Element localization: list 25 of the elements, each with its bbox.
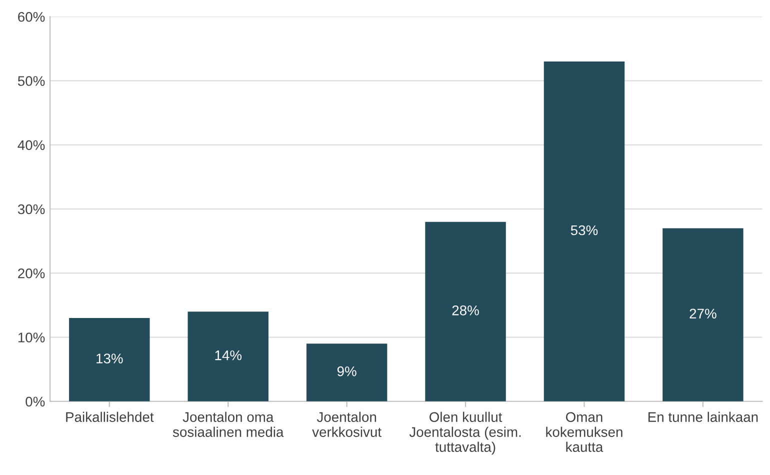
y-tick-label: 10% <box>18 332 45 342</box>
data-label: 27% <box>690 308 716 318</box>
y-tick-label: 40% <box>18 140 45 150</box>
y-tick-label: 50% <box>18 76 45 86</box>
y-tick-label: 60% <box>18 12 45 22</box>
y-tick-label: 30% <box>18 204 45 214</box>
x-tick-label: En tunne lainkaan <box>648 412 758 422</box>
bar <box>306 344 388 402</box>
data-label: 53% <box>570 225 598 236</box>
bar <box>69 318 150 402</box>
x-tick-label: Olen kuullut Joentalosta (esim. tuttavalta) <box>409 412 521 455</box>
x-tick-label: Oman kokemuksen kautta <box>546 412 622 452</box>
data-label: 13% <box>96 354 123 364</box>
data-label: 14% <box>215 350 242 360</box>
x-tick-label: Joentalon oma sosiaalinen media <box>172 412 284 437</box>
y-tick-label: 20% <box>18 268 45 278</box>
bar <box>544 62 625 402</box>
y-tick-label: 0% <box>26 396 45 407</box>
data-label: 28% <box>452 305 479 316</box>
bar <box>188 312 268 402</box>
bar <box>425 222 506 402</box>
x-tick-label: Paikallislehdet <box>66 412 154 422</box>
x-tick-label: Joentalon verkkosivut <box>312 412 382 437</box>
bar <box>662 228 744 402</box>
data-label: 9% <box>337 366 356 376</box>
